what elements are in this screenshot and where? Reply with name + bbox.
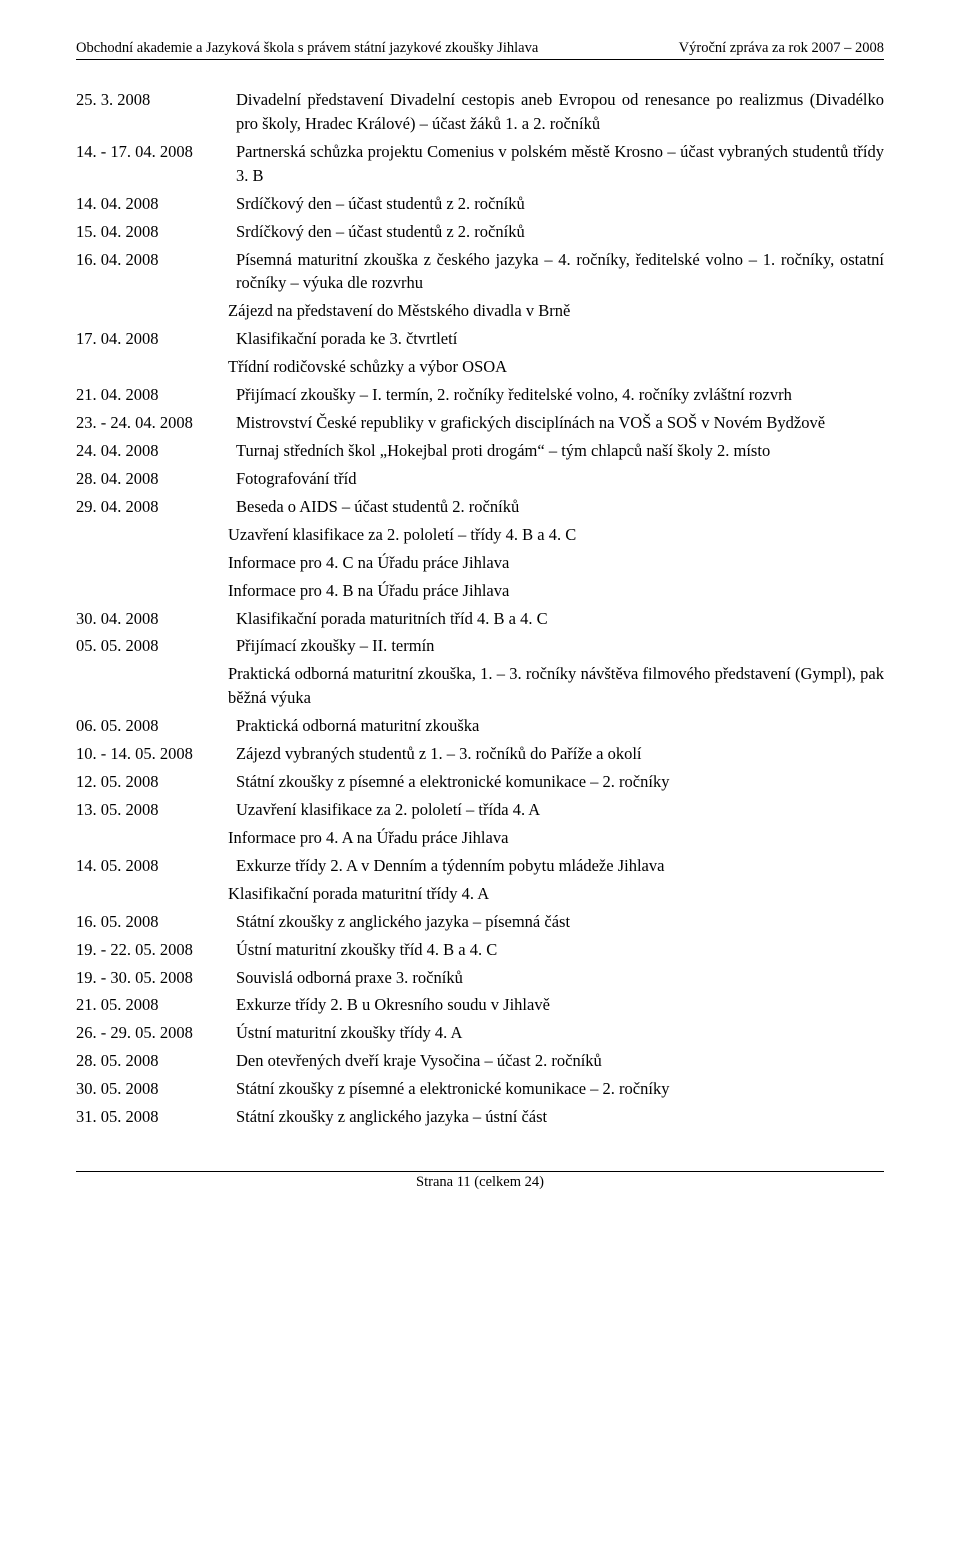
entry-date: 16. 05. 2008 xyxy=(76,910,236,934)
entry-text: Zájezd vybraných studentů z 1. – 3. ročn… xyxy=(236,742,884,766)
entry-text: Státní zkoušky z anglického jazyka – pís… xyxy=(236,910,884,934)
entry-row: 29. 04. 2008Beseda o AIDS – účast studen… xyxy=(76,495,884,519)
entry-date: 13. 05. 2008 xyxy=(76,798,236,822)
entry-date: 21. 04. 2008 xyxy=(76,383,236,407)
entry-date: 17. 04. 2008 xyxy=(76,327,236,351)
entry-continuation: Informace pro 4. B na Úřadu práce Jihlav… xyxy=(228,579,884,603)
entry-text: Srdíčkový den – účast studentů z 2. ročn… xyxy=(236,220,884,244)
entry-row: 13. 05. 2008Uzavření klasifikace za 2. p… xyxy=(76,798,884,822)
entry-date: 06. 05. 2008 xyxy=(76,714,236,738)
entry-continuation: Informace pro 4. C na Úřadu práce Jihlav… xyxy=(228,551,884,575)
entry-row: 25. 3. 2008Divadelní představení Divadel… xyxy=(76,88,884,136)
entry-date: 28. 05. 2008 xyxy=(76,1049,236,1073)
entry-date: 19. - 22. 05. 2008 xyxy=(76,938,236,962)
entry-row: 14. - 17. 04. 2008Partnerská schůzka pro… xyxy=(76,140,884,188)
entry-text: Souvislá odborná praxe 3. ročníků xyxy=(236,966,884,990)
entry-text: Ústní maturitní zkoušky tříd 4. B a 4. C xyxy=(236,938,884,962)
entry-text: Státní zkoušky z písemné a elektronické … xyxy=(236,1077,884,1101)
entry-row: 28. 04. 2008Fotografování tříd xyxy=(76,467,884,491)
entry-continuation: Informace pro 4. A na Úřadu práce Jihlav… xyxy=(228,826,884,850)
entry-text: Ústní maturitní zkoušky třídy 4. A xyxy=(236,1021,884,1045)
entry-date: 26. - 29. 05. 2008 xyxy=(76,1021,236,1045)
entry-date: 23. - 24. 04. 2008 xyxy=(76,411,236,435)
header-left: Obchodní akademie a Jazyková škola s prá… xyxy=(76,40,538,57)
entry-date: 25. 3. 2008 xyxy=(76,88,236,136)
entry-text: Mistrovství České republiky v grafických… xyxy=(236,411,884,435)
entry-row: 14. 05. 2008Exkurze třídy 2. A v Denním … xyxy=(76,854,884,878)
entry-date: 14. 05. 2008 xyxy=(76,854,236,878)
entry-row: 19. - 22. 05. 2008Ústní maturitní zkoušk… xyxy=(76,938,884,962)
entry-date: 28. 04. 2008 xyxy=(76,467,236,491)
entry-row: 05. 05. 2008Přijímací zkoušky – II. term… xyxy=(76,634,884,658)
entry-date: 10. - 14. 05. 2008 xyxy=(76,742,236,766)
entry-row: 16. 05. 2008Státní zkoušky z anglického … xyxy=(76,910,884,934)
entry-text: Turnaj středních škol „Hokejbal proti dr… xyxy=(236,439,884,463)
entry-text: Praktická odborná maturitní zkouška xyxy=(236,714,884,738)
entry-row: 21. 05. 2008Exkurze třídy 2. B u Okresní… xyxy=(76,993,884,1017)
entry-date: 14. - 17. 04. 2008 xyxy=(76,140,236,188)
entry-text: Přijímací zkoušky – II. termín xyxy=(236,634,884,658)
entry-text: Partnerská schůzka projektu Comenius v p… xyxy=(236,140,884,188)
entry-date: 31. 05. 2008 xyxy=(76,1105,236,1129)
entry-date: 24. 04. 2008 xyxy=(76,439,236,463)
entries-list: 25. 3. 2008Divadelní představení Divadel… xyxy=(76,88,884,1129)
entry-date: 19. - 30. 05. 2008 xyxy=(76,966,236,990)
entry-row: 14. 04. 2008Srdíčkový den – účast studen… xyxy=(76,192,884,216)
entry-row: 30. 05. 2008Státní zkoušky z písemné a e… xyxy=(76,1077,884,1101)
entry-row: 06. 05. 2008Praktická odborná maturitní … xyxy=(76,714,884,738)
entry-row: 26. - 29. 05. 2008Ústní maturitní zkoušk… xyxy=(76,1021,884,1045)
entry-text: Přijímací zkoušky – I. termín, 2. ročník… xyxy=(236,383,884,407)
entry-date: 14. 04. 2008 xyxy=(76,192,236,216)
entry-text: Srdíčkový den – účast studentů z 2. ročn… xyxy=(236,192,884,216)
entry-text: Klasifikační porada ke 3. čtvrtletí xyxy=(236,327,884,351)
entry-text: Fotografování tříd xyxy=(236,467,884,491)
entry-row: 28. 05. 2008Den otevřených dveří kraje V… xyxy=(76,1049,884,1073)
page: Obchodní akademie a Jazyková škola s prá… xyxy=(0,0,960,1221)
entry-text: Divadelní představení Divadelní cestopis… xyxy=(236,88,884,136)
entry-date: 15. 04. 2008 xyxy=(76,220,236,244)
entry-text: Státní zkoušky z anglického jazyka – úst… xyxy=(236,1105,884,1129)
entry-date: 21. 05. 2008 xyxy=(76,993,236,1017)
entry-row: 23. - 24. 04. 2008Mistrovství České repu… xyxy=(76,411,884,435)
entry-text: Uzavření klasifikace za 2. pololetí – tř… xyxy=(236,798,884,822)
page-header: Obchodní akademie a Jazyková škola s prá… xyxy=(76,40,884,60)
entry-date: 12. 05. 2008 xyxy=(76,770,236,794)
entry-row: 17. 04. 2008Klasifikační porada ke 3. čt… xyxy=(76,327,884,351)
entry-continuation: Třídní rodičovské schůzky a výbor OSOA xyxy=(228,355,884,379)
entry-text: Exkurze třídy 2. A v Denním a týdenním p… xyxy=(236,854,884,878)
page-footer: Strana 11 (celkem 24) xyxy=(76,1171,884,1191)
entry-continuation: Zájezd na představení do Městského divad… xyxy=(228,299,884,323)
entry-row: 10. - 14. 05. 2008Zájezd vybraných stude… xyxy=(76,742,884,766)
entry-text: Písemná maturitní zkouška z českého jazy… xyxy=(236,248,884,296)
entry-row: 30. 04. 2008Klasifikační porada maturitn… xyxy=(76,607,884,631)
entry-continuation: Praktická odborná maturitní zkouška, 1. … xyxy=(228,662,884,710)
entry-row: 24. 04. 2008Turnaj středních škol „Hokej… xyxy=(76,439,884,463)
entry-text: Den otevřených dveří kraje Vysočina – úč… xyxy=(236,1049,884,1073)
entry-row: 12. 05. 2008Státní zkoušky z písemné a e… xyxy=(76,770,884,794)
entry-row: 19. - 30. 05. 2008Souvislá odborná praxe… xyxy=(76,966,884,990)
entry-continuation: Klasifikační porada maturitní třídy 4. A xyxy=(228,882,884,906)
entry-row: 31. 05. 2008Státní zkoušky z anglického … xyxy=(76,1105,884,1129)
entry-row: 16. 04. 2008Písemná maturitní zkouška z … xyxy=(76,248,884,296)
header-right: Výroční zpráva za rok 2007 – 2008 xyxy=(679,40,884,57)
entry-text: Exkurze třídy 2. B u Okresního soudu v J… xyxy=(236,993,884,1017)
entry-date: 05. 05. 2008 xyxy=(76,634,236,658)
entry-date: 16. 04. 2008 xyxy=(76,248,236,296)
entry-text: Klasifikační porada maturitních tříd 4. … xyxy=(236,607,884,631)
entry-text: Beseda o AIDS – účast studentů 2. ročník… xyxy=(236,495,884,519)
entry-date: 30. 05. 2008 xyxy=(76,1077,236,1101)
entry-date: 30. 04. 2008 xyxy=(76,607,236,631)
entry-text: Státní zkoušky z písemné a elektronické … xyxy=(236,770,884,794)
entry-row: 21. 04. 2008Přijímací zkoušky – I. termí… xyxy=(76,383,884,407)
entry-row: 15. 04. 2008Srdíčkový den – účast studen… xyxy=(76,220,884,244)
entry-date: 29. 04. 2008 xyxy=(76,495,236,519)
entry-continuation: Uzavření klasifikace za 2. pololetí – tř… xyxy=(228,523,884,547)
